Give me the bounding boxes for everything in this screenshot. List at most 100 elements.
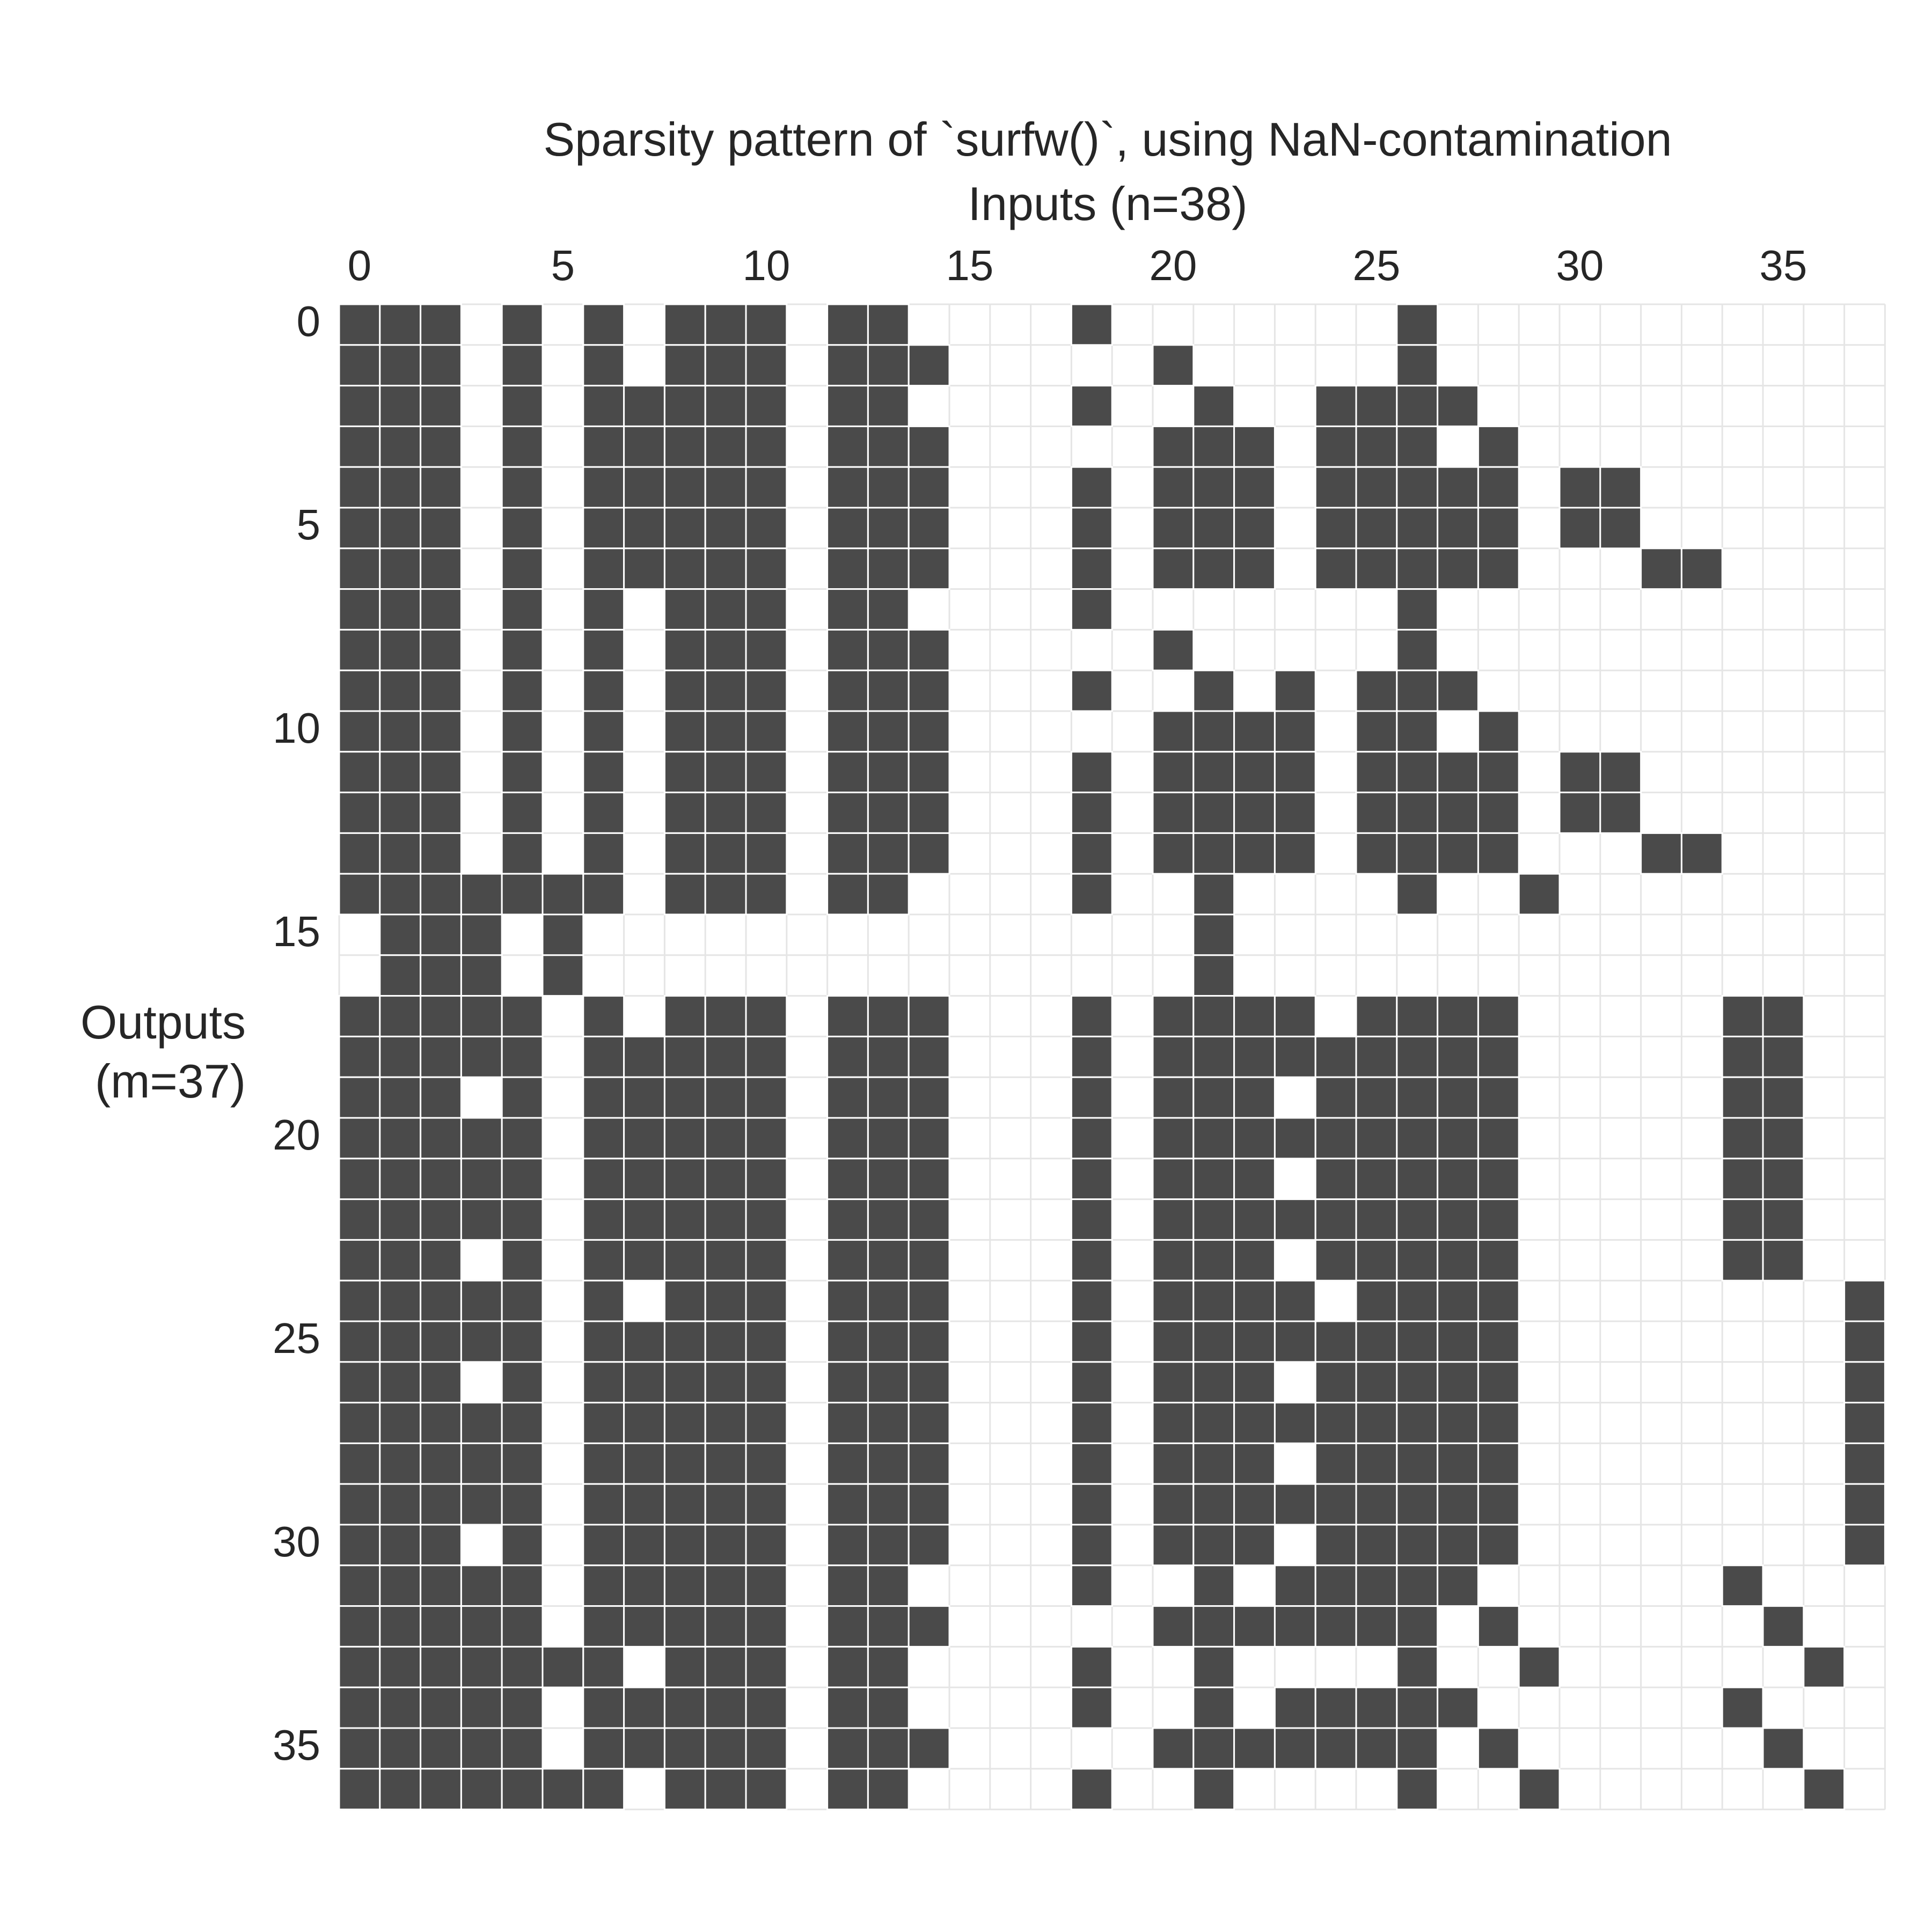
- nonzero-cell: [1477, 1076, 1520, 1119]
- x-tick-label: 5: [551, 241, 575, 289]
- nonzero-cell: [582, 1361, 625, 1404]
- nonzero-cell: [420, 710, 462, 753]
- nonzero-cell: [704, 425, 747, 468]
- nonzero-cell: [704, 1117, 747, 1160]
- nonzero-cell: [1274, 1035, 1316, 1078]
- nonzero-cell: [379, 588, 422, 631]
- nonzero-cell: [908, 832, 950, 875]
- nonzero-cell: [1233, 1239, 1276, 1282]
- nonzero-cell: [582, 1564, 625, 1607]
- nonzero-cell: [1477, 1279, 1520, 1322]
- nonzero-cell: [1518, 1645, 1561, 1688]
- nonzero-cell: [663, 1361, 706, 1404]
- nonzero-cell: [623, 1076, 665, 1119]
- nonzero-cell: [1233, 1158, 1276, 1201]
- nonzero-cell: [1355, 1524, 1398, 1567]
- nonzero-cell: [420, 1117, 462, 1160]
- nonzero-cell: [745, 1402, 788, 1444]
- nonzero-cell: [420, 1524, 462, 1567]
- x-tick-label: 15: [946, 241, 993, 289]
- nonzero-cell: [1396, 425, 1439, 468]
- nonzero-cell: [867, 1442, 910, 1485]
- nonzero-cell: [1762, 1076, 1805, 1119]
- nonzero-cell: [867, 1239, 910, 1282]
- nonzero-cell: [1192, 1035, 1235, 1078]
- nonzero-cell: [1437, 1442, 1479, 1485]
- nonzero-cell: [1843, 1442, 1886, 1485]
- nonzero-cell: [1396, 507, 1439, 550]
- nonzero-cell: [420, 1320, 462, 1363]
- nonzero-cell: [379, 669, 422, 712]
- nonzero-cell: [1192, 1402, 1235, 1444]
- nonzero-cell: [826, 1402, 869, 1444]
- nonzero-cell: [1437, 995, 1479, 1037]
- nonzero-cell: [338, 1402, 381, 1444]
- nonzero-cell: [704, 1524, 747, 1567]
- nonzero-cell: [1355, 710, 1398, 753]
- nonzero-cell: [1477, 1239, 1520, 1282]
- nonzero-cell: [1152, 1442, 1195, 1485]
- nonzero-cell: [338, 1320, 381, 1363]
- nonzero-cell: [745, 1564, 788, 1607]
- nonzero-cell: [704, 1442, 747, 1485]
- nonzero-cell: [745, 588, 788, 631]
- nonzero-cell: [1152, 1035, 1195, 1078]
- nonzero-cell: [867, 547, 910, 590]
- nonzero-cell: [501, 669, 544, 712]
- nonzero-cell: [867, 1605, 910, 1648]
- nonzero-cell: [1070, 1117, 1113, 1160]
- nonzero-cell: [745, 1524, 788, 1567]
- nonzero-cell: [1437, 507, 1479, 550]
- nonzero-cell: [420, 995, 462, 1037]
- nonzero-cell: [1314, 1686, 1357, 1729]
- nonzero-cell: [420, 1605, 462, 1648]
- x-tick-label: 10: [742, 241, 790, 289]
- nonzero-cell: [1355, 507, 1398, 550]
- nonzero-cell: [1437, 1076, 1479, 1119]
- nonzero-cell: [704, 832, 747, 875]
- nonzero-cell: [582, 1768, 625, 1811]
- nonzero-cell: [1437, 1158, 1479, 1201]
- nonzero-cell: [1396, 1442, 1439, 1485]
- nonzero-cell: [420, 1361, 462, 1404]
- nonzero-cell: [582, 710, 625, 753]
- nonzero-cell: [867, 303, 910, 346]
- nonzero-cell: [745, 751, 788, 794]
- nonzero-cell: [867, 466, 910, 509]
- nonzero-cell: [501, 385, 544, 427]
- nonzero-cell: [1355, 1279, 1398, 1322]
- nonzero-cell: [663, 1727, 706, 1770]
- nonzero-cell: [1233, 425, 1276, 468]
- nonzero-cell: [501, 751, 544, 794]
- nonzero-cell: [1070, 1645, 1113, 1688]
- nonzero-cell: [541, 913, 584, 956]
- nonzero-cell: [1843, 1483, 1886, 1526]
- nonzero-cell: [826, 1076, 869, 1119]
- nonzero-cell: [1396, 710, 1439, 753]
- nonzero-cell: [420, 425, 462, 468]
- nonzero-cell: [663, 995, 706, 1037]
- nonzero-cell: [1314, 1158, 1357, 1201]
- nonzero-cell: [1355, 1239, 1398, 1282]
- nonzero-cell: [826, 303, 869, 346]
- nonzero-cell: [420, 1198, 462, 1241]
- nonzero-cell: [420, 1686, 462, 1729]
- nonzero-cell: [460, 1279, 503, 1322]
- nonzero-cell: [582, 303, 625, 346]
- nonzero-cell: [867, 507, 910, 550]
- nonzero-cell: [1477, 1035, 1520, 1078]
- nonzero-cell: [1355, 1686, 1398, 1729]
- nonzero-cell: [663, 1035, 706, 1078]
- nonzero-cell: [338, 710, 381, 753]
- nonzero-cell: [1396, 1402, 1439, 1444]
- nonzero-cell: [338, 425, 381, 468]
- nonzero-cell: [1437, 1361, 1479, 1404]
- nonzero-cell: [1355, 832, 1398, 875]
- nonzero-cell: [541, 954, 584, 997]
- nonzero-cell: [867, 792, 910, 834]
- nonzero-cell: [1355, 1035, 1398, 1078]
- y-tick-label: 20: [273, 1111, 320, 1159]
- nonzero-cell: [1233, 710, 1276, 753]
- nonzero-cell: [338, 751, 381, 794]
- nonzero-cell: [1396, 1239, 1439, 1282]
